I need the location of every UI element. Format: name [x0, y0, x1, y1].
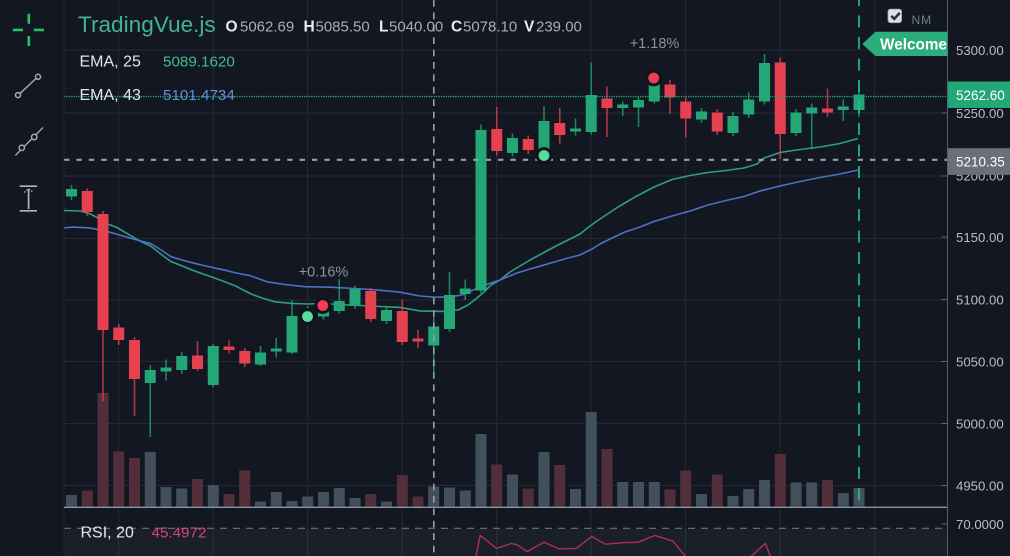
svg-text:O: O [226, 19, 238, 36]
svg-text:5085.50: 5085.50 [316, 19, 370, 36]
svg-text:5062.69: 5062.69 [240, 19, 294, 36]
svg-text:EMA, 25: EMA, 25 [80, 54, 141, 71]
svg-text:5050.00: 5050.00 [956, 355, 1004, 370]
svg-text:4950.00: 4950.00 [956, 479, 1004, 494]
svg-text:5000.00: 5000.00 [956, 417, 1004, 432]
svg-text:V: V [524, 19, 535, 36]
svg-text:5250.00: 5250.00 [956, 106, 1004, 121]
svg-text:+1.18%: +1.18% [630, 36, 680, 52]
svg-text:EMA, 43: EMA, 43 [80, 87, 141, 104]
svg-text:5210.35: 5210.35 [956, 155, 1005, 170]
svg-text:Welcome: Welcome [880, 36, 947, 53]
svg-text:5150.00: 5150.00 [956, 230, 1004, 245]
svg-text:5089.1620: 5089.1620 [163, 54, 235, 71]
svg-text:+0.16%: +0.16% [299, 265, 349, 281]
svg-text:L: L [379, 19, 388, 36]
svg-text:239.00: 239.00 [536, 19, 582, 36]
svg-text:5262.60: 5262.60 [956, 88, 1005, 103]
svg-text:TradingVue.js: TradingVue.js [78, 12, 216, 37]
svg-text:NM: NM [912, 13, 933, 27]
svg-text:70.0000: 70.0000 [956, 517, 1004, 532]
svg-text:H: H [304, 19, 315, 36]
svg-text:5101.4734: 5101.4734 [163, 87, 235, 104]
svg-text:C: C [451, 19, 462, 36]
svg-text:5078.10: 5078.10 [463, 19, 517, 36]
svg-text:5040.00: 5040.00 [389, 19, 443, 36]
svg-text:45.4972: 45.4972 [152, 525, 207, 542]
svg-text:5100.00: 5100.00 [956, 293, 1004, 308]
svg-text:5300.00: 5300.00 [956, 43, 1004, 58]
svg-text:RSI, 20: RSI, 20 [81, 525, 134, 542]
